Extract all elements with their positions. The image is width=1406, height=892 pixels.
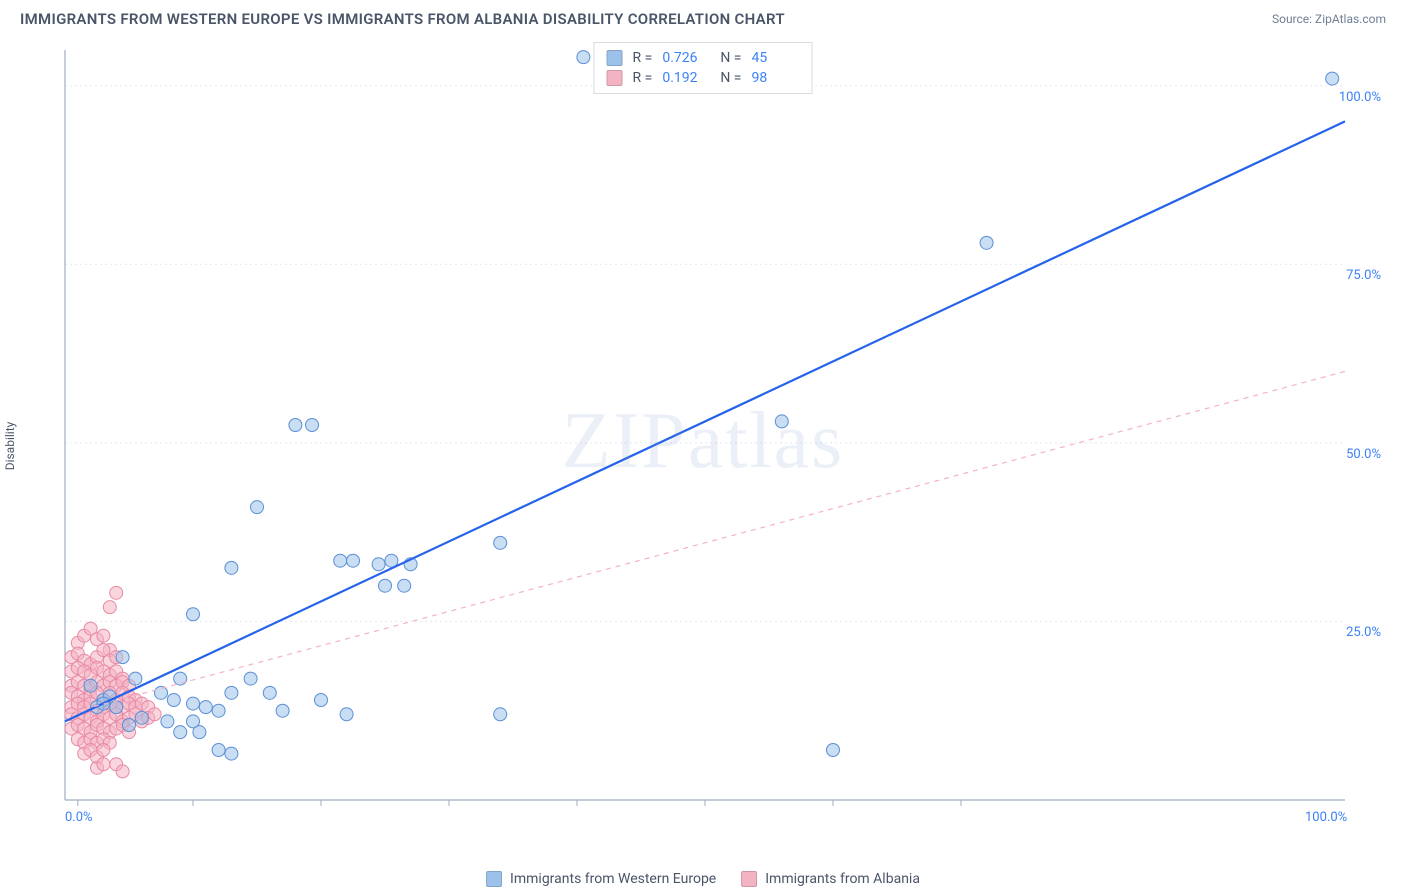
y-tick-label: 100.0% — [1339, 90, 1381, 105]
series-legend: Immigrants from Western Europe Immigrants… — [486, 871, 920, 887]
legend-swatch — [486, 871, 502, 887]
r-label: R = — [633, 50, 653, 66]
scatter-plot — [55, 40, 1375, 830]
y-tick-label: 25.0% — [1346, 625, 1381, 640]
n-label: N = — [720, 50, 741, 66]
y-tick-label: 75.0% — [1346, 268, 1381, 283]
legend-swatch — [741, 871, 757, 887]
r-label: R = — [633, 70, 653, 86]
series-label: Immigrants from Western Europe — [510, 871, 716, 887]
series-legend-item: Immigrants from Albania — [741, 871, 920, 887]
series-legend-item: Immigrants from Western Europe — [486, 871, 716, 887]
chart-title: IMMIGRANTS FROM WESTERN EUROPE VS IMMIGR… — [20, 10, 785, 28]
r-value: 0.192 — [662, 70, 710, 86]
source-label: Source: — [1272, 12, 1312, 26]
n-value: 98 — [751, 70, 799, 86]
legend-row: R = 0.192 N = 98 — [607, 68, 800, 88]
chart-header: IMMIGRANTS FROM WESTERN EUROPE VS IMMIGR… — [0, 0, 1406, 33]
y-axis-label: Disability — [3, 422, 17, 471]
series-label: Immigrants from Albania — [765, 871, 920, 887]
source-attribution: Source: ZipAtlas.com — [1272, 12, 1386, 26]
x-tick-label: 100.0% — [1305, 810, 1347, 825]
chart-area — [55, 40, 1375, 830]
legend-swatch — [607, 50, 623, 66]
correlation-legend: R = 0.726 N = 45 R = 0.192 N = 98 — [594, 42, 813, 94]
n-value: 45 — [751, 50, 799, 66]
y-tick-label: 50.0% — [1346, 447, 1381, 462]
x-tick-label: 0.0% — [65, 810, 93, 825]
source-value: ZipAtlas.com — [1315, 12, 1386, 26]
legend-swatch — [607, 70, 623, 86]
n-label: N = — [720, 70, 741, 86]
legend-row: R = 0.726 N = 45 — [607, 48, 800, 68]
r-value: 0.726 — [662, 50, 710, 66]
